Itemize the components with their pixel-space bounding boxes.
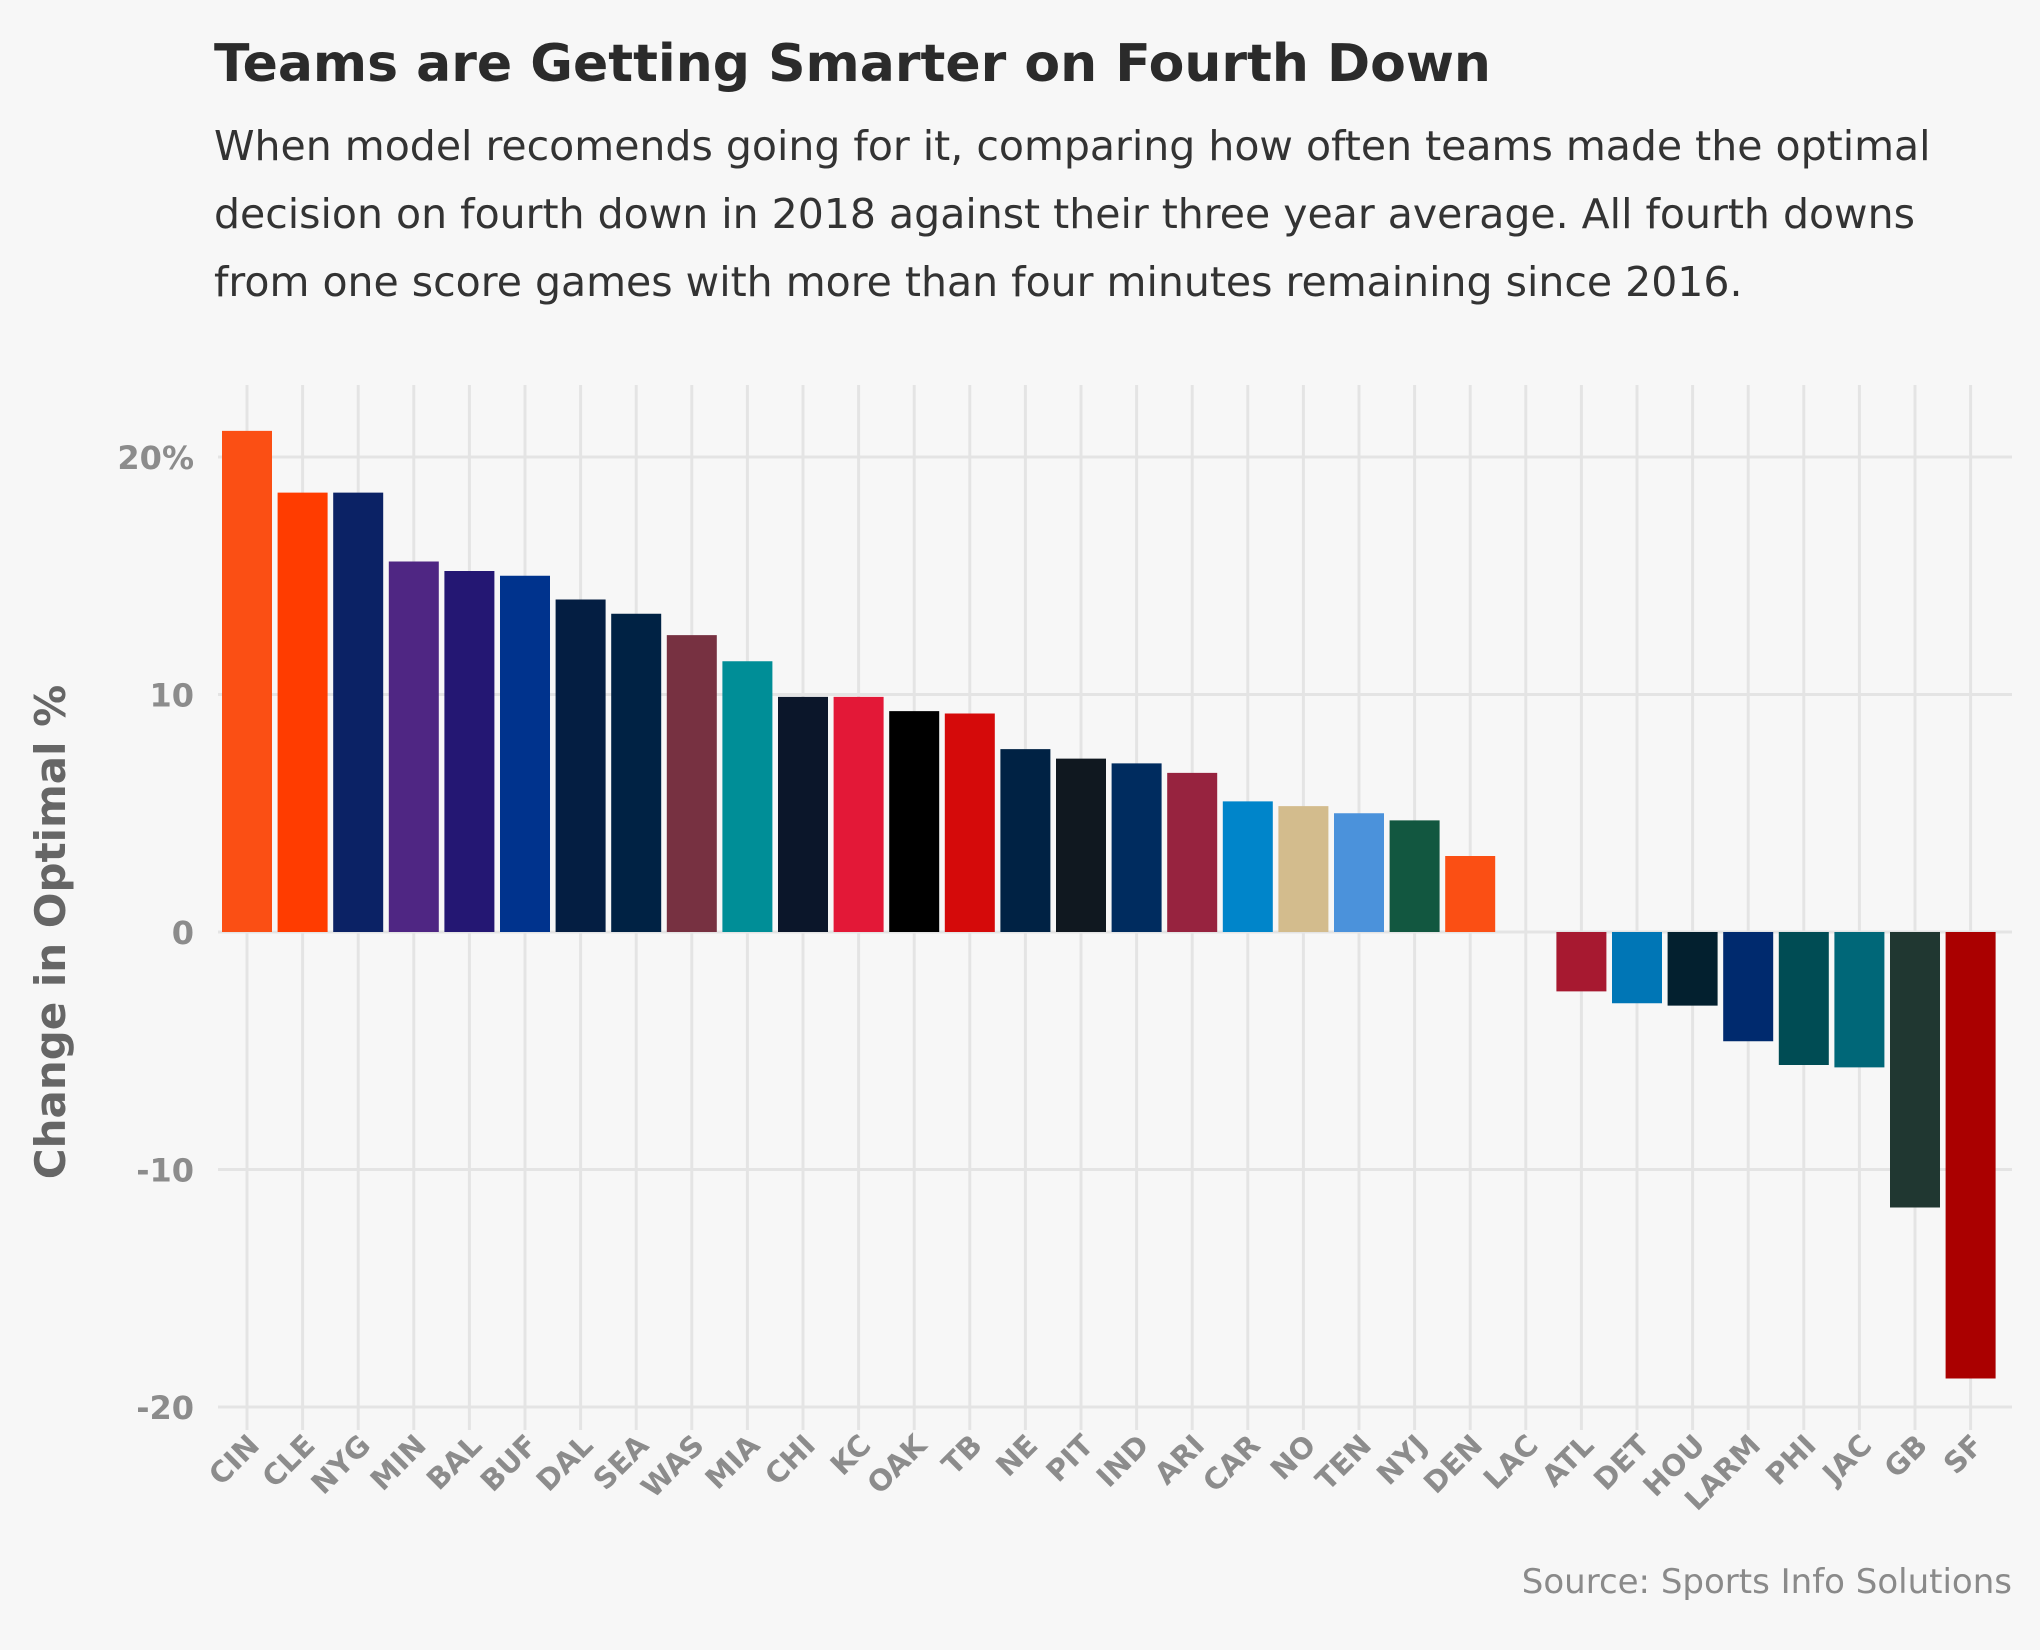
bar-atl — [1556, 932, 1607, 992]
x-tick-label-tb: TB — [935, 1428, 989, 1482]
bar-jac — [1834, 932, 1885, 1068]
x-tick-label-ten: TEN — [1309, 1428, 1378, 1497]
bar-no — [1278, 806, 1329, 932]
bar-det — [1612, 932, 1662, 1004]
x-tick-label-min: MIN — [364, 1428, 433, 1497]
bar-mia — [722, 661, 773, 932]
x-tick-label-jac: JAC — [1814, 1428, 1878, 1492]
x-tick-label-cin: CIN — [202, 1428, 266, 1492]
x-tick-label-gb: GB — [1877, 1428, 1934, 1485]
x-tick-label-oak: OAK — [860, 1427, 934, 1501]
bar-gb — [1890, 932, 1940, 1208]
source-note: Source: Sports Info Solutions — [1521, 1562, 2012, 1602]
x-tick-label-ne: NE — [989, 1428, 1044, 1483]
chart-title: Teams are Getting Smarter on Fourth Down — [214, 34, 1491, 94]
y-tick-label: 10 — [149, 677, 194, 715]
bar-bal — [444, 571, 495, 932]
x-tick-label-bal: BAL — [420, 1428, 489, 1497]
bar-ne — [1000, 749, 1051, 932]
x-tick-label-was: WAS — [634, 1428, 710, 1504]
bar-was — [666, 635, 717, 932]
x-tick-label-ind: IND — [1090, 1428, 1156, 1494]
x-tick-label-lac: LAC — [1477, 1428, 1545, 1496]
x-tick-label-car: CAR — [1196, 1428, 1267, 1499]
bar-dal — [555, 599, 606, 932]
bar-cle — [277, 492, 328, 932]
bar-pit — [1056, 758, 1106, 932]
bar-min — [388, 561, 439, 932]
x-tick-label-den: DEN — [1417, 1428, 1489, 1500]
bar-car — [1222, 801, 1273, 932]
x-tick-label-pit: PIT — [1039, 1428, 1100, 1489]
y-tick-label: -10 — [136, 1152, 194, 1190]
y-axis-label: Change in Optimal % — [26, 685, 75, 1180]
x-tick-label-nyg: NYG — [304, 1428, 377, 1501]
bar-hou — [1667, 932, 1718, 1006]
y-axis-ticks: 20% 10 0 -10 -20 — [117, 439, 194, 1427]
bar-ari — [1167, 772, 1218, 932]
y-tick-label: 20% — [117, 439, 194, 477]
x-tick-label-sf: SF — [1937, 1428, 1990, 1481]
bar-nyj — [1389, 820, 1440, 932]
x-tick-label-atl: ATL — [1535, 1428, 1600, 1493]
x-tick-label-dal: DAL — [530, 1428, 600, 1498]
bar-chi — [778, 696, 828, 932]
bar-sea — [611, 613, 662, 932]
chart-subtitle: When model recomends going for it, compa… — [214, 122, 1931, 306]
x-tick-label-phi: PHI — [1759, 1428, 1823, 1492]
bar-cin — [222, 430, 272, 932]
bar-nyg — [333, 492, 384, 932]
bar-ind — [1111, 763, 1162, 932]
bar-den — [1445, 856, 1496, 932]
x-tick-label-mia: MIA — [698, 1428, 766, 1496]
bar-oak — [889, 711, 940, 932]
x-tick-label-chi: CHI — [758, 1428, 822, 1492]
bar-kc — [833, 696, 884, 932]
bar-sf — [1945, 932, 1996, 1379]
bar-phi — [1778, 932, 1829, 1065]
x-tick-label-buf: BUF — [474, 1428, 544, 1498]
bar-buf — [500, 575, 550, 932]
bar-ten — [1334, 813, 1384, 932]
bars — [222, 430, 1996, 1379]
x-tick-label-ari: ARI — [1148, 1428, 1211, 1491]
bar-larm — [1723, 932, 1774, 1042]
bar-tb — [944, 713, 995, 932]
y-tick-label: 0 — [172, 914, 194, 952]
y-tick-label: -20 — [136, 1389, 194, 1427]
